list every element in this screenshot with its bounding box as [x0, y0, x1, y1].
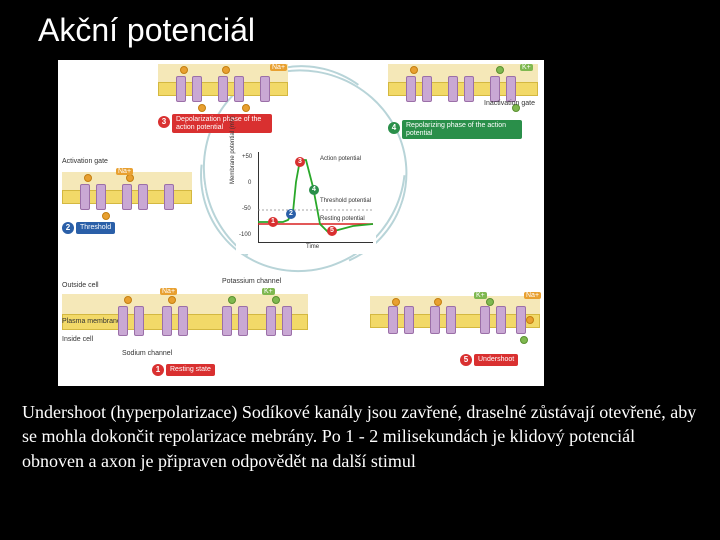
- chart-marker: 2: [286, 209, 296, 219]
- ion-label: K+: [262, 288, 275, 295]
- phase-badge: Resting state: [166, 364, 215, 376]
- chart-annotation: Resting potential: [320, 216, 365, 222]
- phase-badge: Threshold: [76, 222, 115, 234]
- chart-annotation: Threshold potential: [320, 198, 371, 204]
- phase-number-icon: 3: [158, 116, 170, 128]
- plasma-membrane-label: Plasma membrane: [62, 318, 121, 325]
- action-potential-diagram: 3 Depolarization phase of the action pot…: [58, 60, 544, 386]
- ion-label: Na+: [270, 64, 287, 71]
- sodium-channel-label: Sodium channel: [122, 350, 172, 357]
- phase-badge: Depolarization phase of the action poten…: [172, 114, 272, 133]
- chart-marker: 5: [327, 226, 337, 236]
- chart-marker: 4: [309, 185, 319, 195]
- panel-undershoot: Na+ K+ 5 Undershoot: [370, 292, 540, 380]
- phase-number-icon: 1: [152, 364, 164, 376]
- phase-badge: Undershoot: [474, 354, 518, 366]
- phase-number-icon: 4: [388, 122, 400, 134]
- potassium-channel-label: Potassium channel: [222, 278, 281, 285]
- panel-resting: Outside cell Potassium channel Plasma me…: [62, 278, 308, 378]
- chart-marker: 3: [295, 157, 305, 167]
- panel-threshold: Activation gate 2 Threshold Na+: [62, 158, 192, 238]
- panel-depolarization: 3 Depolarization phase of the action pot…: [158, 64, 288, 136]
- membrane-potential-chart: Membrane potential (mV) Time +50 0 -50 -…: [236, 144, 376, 254]
- phase-badge: Repolarizing phase of the action potenti…: [402, 120, 522, 139]
- ion-label: K+: [474, 292, 487, 299]
- ion-label: Na+: [524, 292, 541, 299]
- phase-number-icon: 5: [460, 354, 472, 366]
- panel-repolarizing: Inactivation gate 4 Repolarizing phase o…: [388, 64, 538, 144]
- chart-annotation: Action potential: [320, 156, 361, 162]
- ion-label: K+: [520, 64, 533, 71]
- activation-gate-label: Activation gate: [62, 158, 108, 165]
- ion-label: Na+: [116, 168, 133, 175]
- ion-label: Na+: [160, 288, 177, 295]
- inactivation-gate-label: Inactivation gate: [484, 100, 535, 107]
- phase-number-icon: 2: [62, 222, 74, 234]
- outside-cell-label: Outside cell: [62, 282, 99, 289]
- page-title: Akční potenciál: [0, 0, 720, 49]
- caption-text: Undershoot (hyperpolarizace) Sodíkové ka…: [22, 400, 698, 473]
- chart-marker: 1: [268, 217, 278, 227]
- inside-cell-label: Inside cell: [62, 336, 93, 343]
